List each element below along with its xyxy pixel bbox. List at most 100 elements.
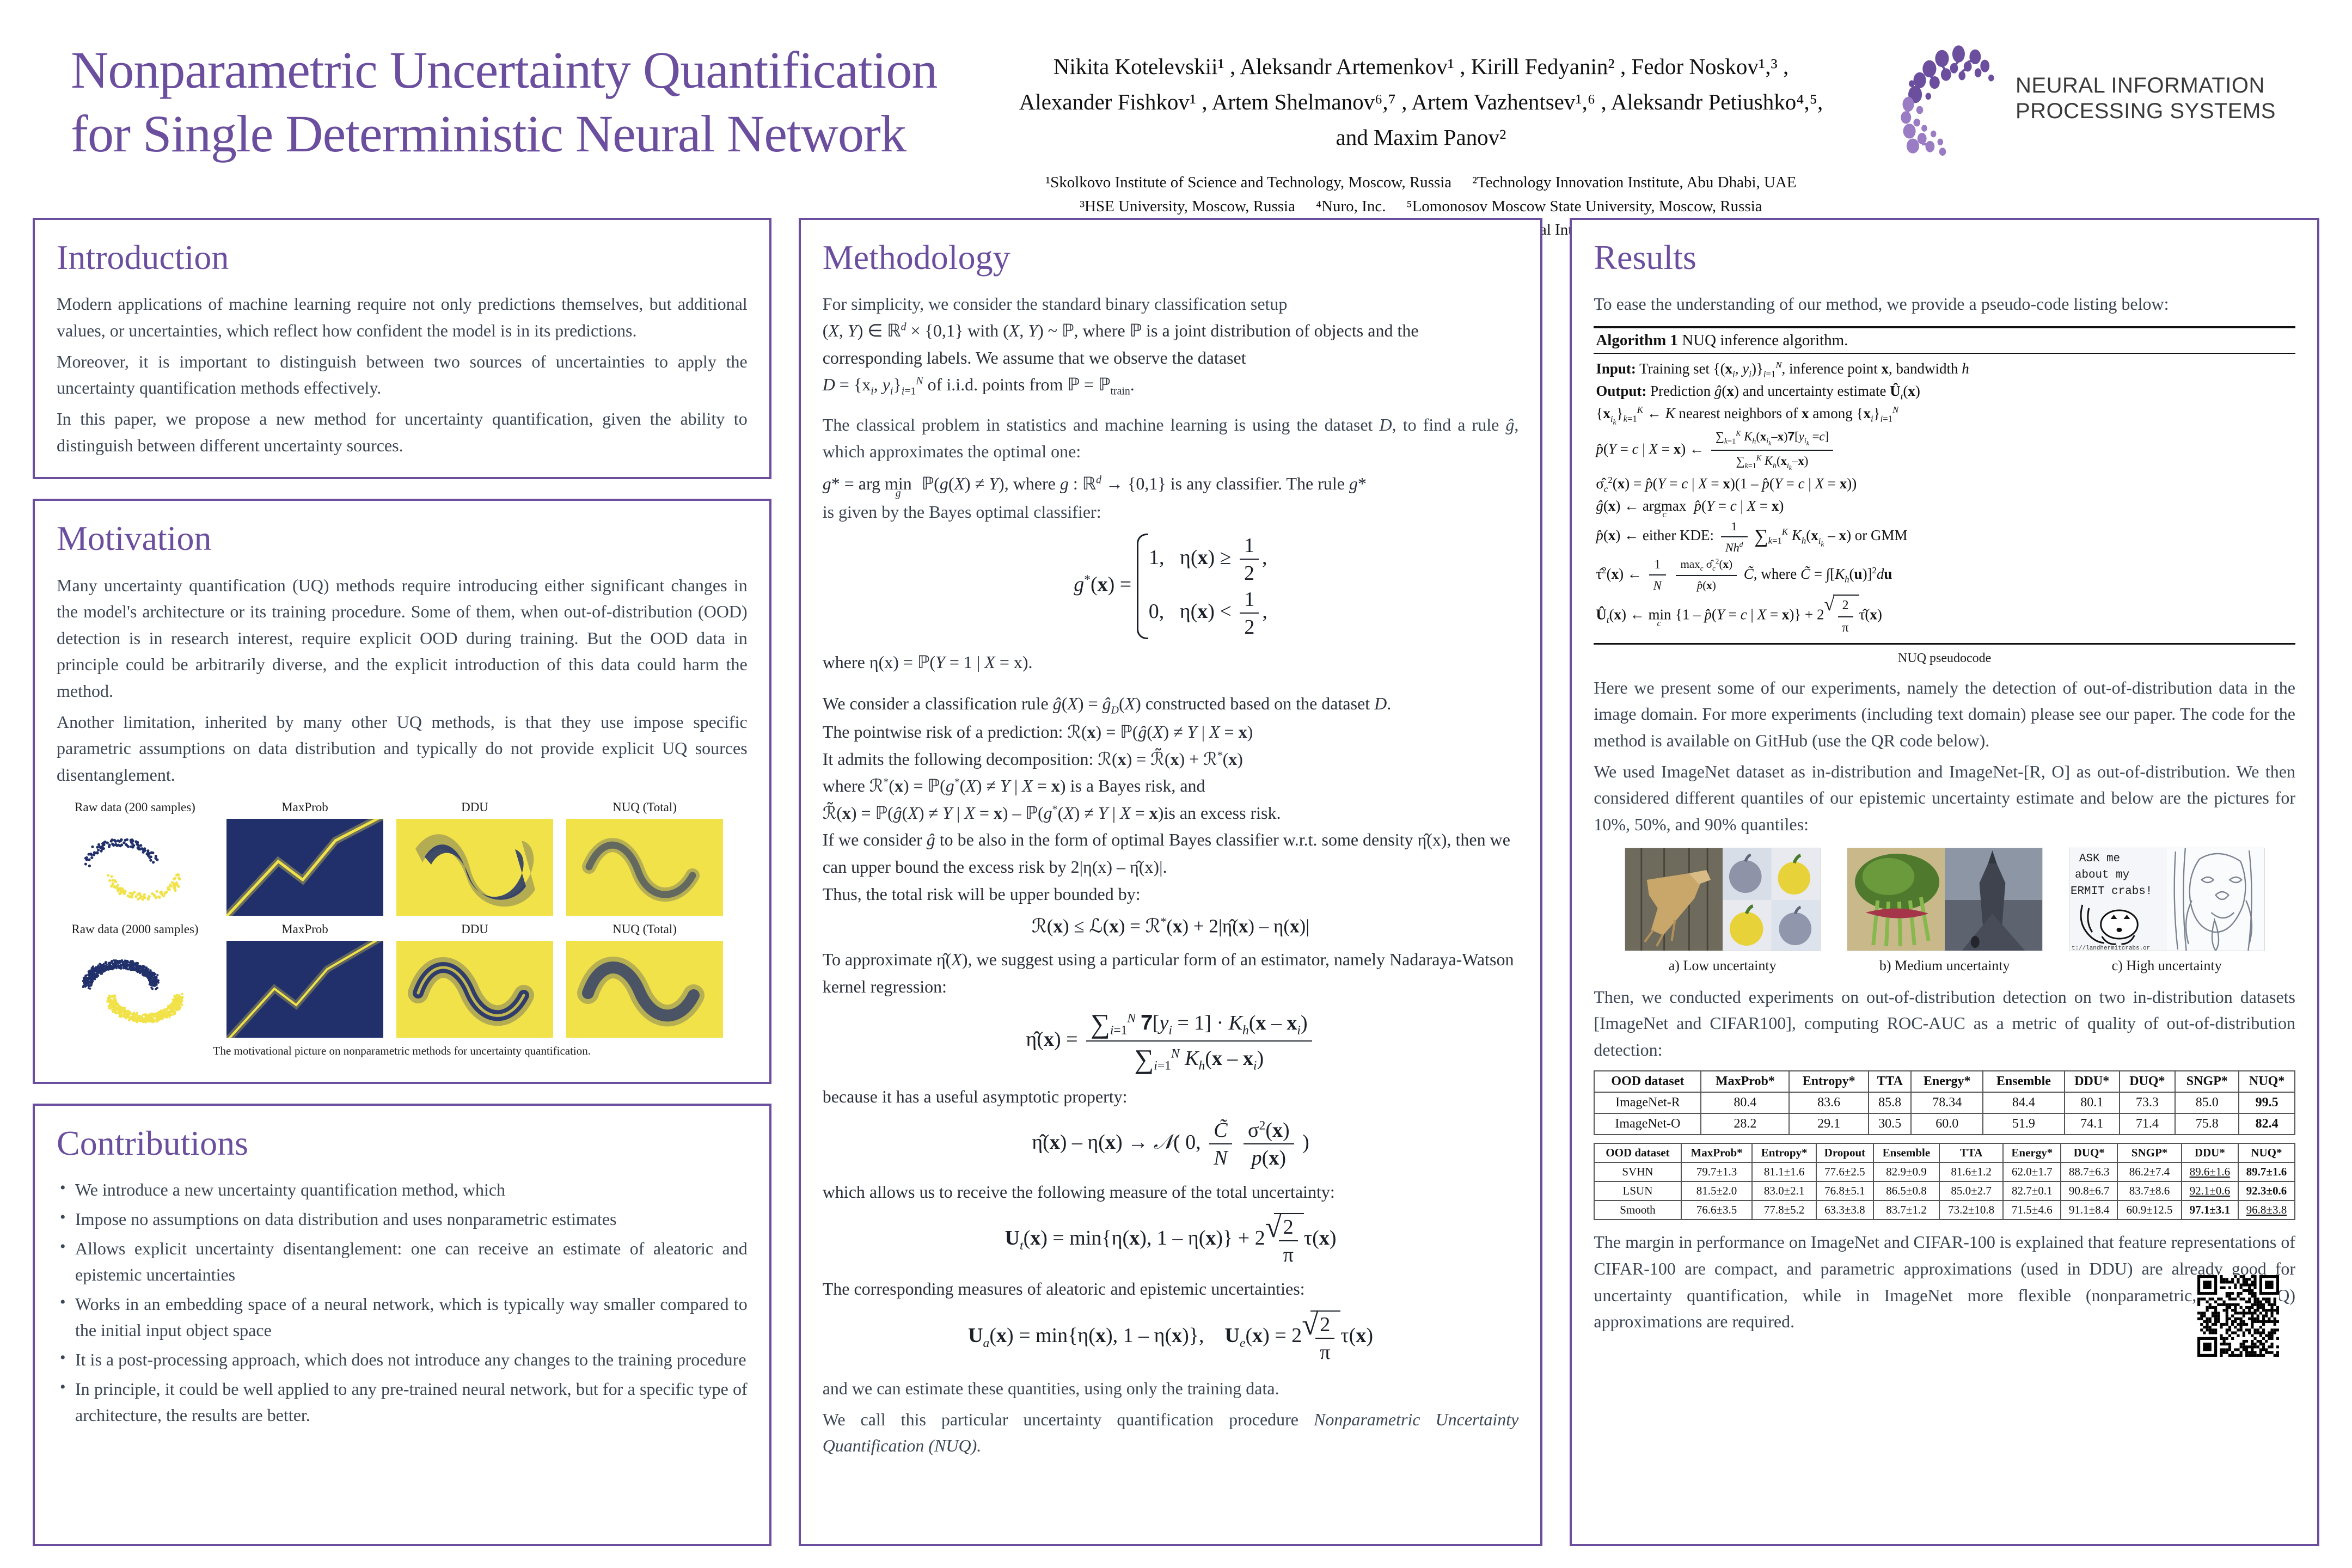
algorithm-step-uncertainty: Ût(x) ← minc{1 – p̂(Y = c | X = x)} + 22…: [1596, 591, 2293, 637]
table-row: SVHN 79.7±1.3 81.1±1.6 77.6±2.5 82.9±0.9 81.6…: [1594, 1162, 2296, 1183]
figure-cell-raw-2000: Raw data (2000 samples): [57, 922, 213, 1038]
affiliation-2: ²Technology Innovation Institute, Abu Dh…: [1472, 174, 1797, 192]
motivation-figure-grid: Raw data (200 samples) MaxProb: [57, 800, 748, 1058]
list-item: In principle, it could be well applied t…: [57, 1375, 748, 1428]
results-paragraph-4: Then, we conducted experiments on out-of…: [1594, 987, 2295, 1059]
table-cell: 92.3±0.6: [2237, 1181, 2296, 1202]
algorithm-step-phat: p̂(Y = c | X = x) ← ∑k=1K Kh(xik–x)𝟕[yik…: [1596, 428, 2293, 473]
authors-block: Nikita Kotelevskii¹ , Aleksandr Artemenk…: [958, 0, 1884, 242]
table-cell: 89.7±1.6: [2237, 1162, 2296, 1183]
motivation-paragraph-2: Another limitation, inherited by many ot…: [57, 712, 748, 785]
methodology-p1d: is a joint distribution of objects and t…: [822, 321, 1419, 367]
table-header-cell: SNGP*: [2175, 1070, 2240, 1093]
table-cell: 80.4: [1700, 1092, 1790, 1114]
figure-image-ddu-200: [396, 818, 553, 916]
methodology-p13a: To approximate: [822, 949, 936, 969]
methodology-aleatoric-epistemic-text: The corresponding measures of aleatoric …: [822, 1279, 1305, 1299]
figure-cell-ddu-200: DDU: [396, 800, 553, 916]
uncertainty-caption-low: a) Low uncertainty: [1668, 957, 1777, 973]
uncertainty-examples-row: a) Low uncertainty: [1594, 847, 2295, 974]
figure-caption-ddu-2000: DDU: [461, 922, 488, 936]
table-cell: 79.7±1.3: [1680, 1162, 1753, 1183]
figure-cell-maxprob-2000: MaxProb: [226, 922, 383, 1038]
uncertainty-image-high: ASK me about my ERMIT crabs!: [2068, 847, 2265, 951]
table-cell: Smooth: [1594, 1200, 1682, 1221]
methodology-decomposition-math: It admits the following decomposition: ℛ…: [822, 749, 1243, 769]
methodology-paragraph-2: The classical problem in statistics and …: [822, 415, 1519, 461]
uncertainty-example-medium: b) Medium uncertainty: [1846, 847, 2043, 974]
list-item: We introduce a new uncertainty quantific…: [57, 1175, 748, 1203]
figure-cell-nuq-200: NUQ (Total): [566, 800, 723, 916]
table-header-cell: SNGP*: [2117, 1143, 2182, 1163]
table-header-cell: Ensemble: [1873, 1143, 1940, 1163]
methodology-p11a: If we consider: [822, 830, 927, 850]
column-right: Results To ease the understanding of our…: [1570, 218, 2319, 1546]
methodology-p1c: , where: [1074, 321, 1130, 341]
table-cell: 60.0: [1910, 1113, 1984, 1136]
table-header-cell: OOD dataset: [1594, 1143, 1682, 1163]
list-item: Impose no assumptions on data distributi…: [57, 1205, 748, 1232]
contributions-list: We introduce a new uncertainty quantific…: [57, 1175, 748, 1428]
methodology-upper-bound-text: If we consider ĝ to be also in the form …: [822, 830, 1510, 877]
affiliation-4: ⁴Nuro, Inc.: [1315, 197, 1386, 215]
methodology-pointwise-risk-math: The pointwise risk of a prediction: ℛ(x)…: [822, 722, 1253, 742]
results-title: Results: [1594, 238, 1696, 277]
table-header-cell: Entropy*: [1751, 1143, 1817, 1163]
methodology-p18b: Nonparametric Uncertainty Quantification…: [822, 1409, 1519, 1456]
table-row: ImageNet-O 28.2 29.1 30.5 60.0 51.9 74.1 71.4 75…: [1594, 1113, 2295, 1136]
list-item: Works in an embedding space of a neural …: [57, 1290, 748, 1343]
table-cell: 29.1: [1788, 1113, 1869, 1136]
table-header-cell: TTA: [1938, 1143, 2004, 1163]
methodology-excess-risk-math: ℛ̃(x) = ℙ(ĝ(X) ≠ Y | X = x) – ℙ(g*(X) ≠ …: [822, 803, 1281, 823]
table-header-cell: OOD dataset: [1594, 1070, 1702, 1093]
uncertainty-caption-medium: b) Medium uncertainty: [1879, 957, 2010, 973]
uncertainty-example-low: a) Low uncertainty: [1624, 847, 1821, 974]
methodology-asymptotic-math: η̂(x) – η(x) → 𝒩( 0, C̃ N σ2(x) p(x) ): [1032, 1118, 1309, 1169]
methodology-p6a: We consider a classification rule: [822, 693, 1053, 713]
algorithm-input-line: Input: Training set {(xi, yi)}i=1N, infe…: [1596, 360, 1969, 379]
algorithm-output-label: Output:: [1596, 383, 1647, 400]
table-cell: 97.1±3.1: [2180, 1200, 2239, 1221]
algorithm-step-ghat: ĝ(x) ← argmaxc p̂(Y = c | X = x): [1596, 497, 1784, 520]
figure-image-ddu-2000: [396, 940, 553, 1038]
methodology-p9b: is a Bayes risk, and: [1065, 776, 1205, 796]
qr-code-icon[interactable]: [2197, 1275, 2279, 1357]
table-cell: ImageNet-O: [1594, 1113, 1702, 1136]
author-line-1: Nikita Kotelevskii¹ , Aleksandr Artemenk…: [1053, 54, 1789, 79]
column-left: Introduction Modern applications of mach…: [33, 218, 771, 1546]
svg-text:ASK me: ASK me: [2079, 853, 2120, 865]
table-header-cell: Energy*: [1910, 1070, 1984, 1093]
table-cell: 86.2±7.4: [2117, 1162, 2182, 1183]
affiliation-1: ¹Skolkovo Institute of Science and Techn…: [1045, 174, 1452, 192]
affiliation-5: ⁵Lomonosov Moscow State University, Mosc…: [1406, 197, 1762, 215]
methodology-p1b: with: [963, 321, 1003, 341]
table-cell: 81.1±1.6: [1751, 1162, 1817, 1183]
table-header-cell: Entropy*: [1788, 1070, 1869, 1093]
results-paragraph-1: To ease the understanding of our method,…: [1594, 294, 2169, 314]
table-header-cell: DDU*: [2180, 1143, 2239, 1163]
methodology-asymptotic-text: because it has a useful asymptotic prope…: [822, 1087, 1128, 1107]
table-header-cell: MaxProb*: [1680, 1143, 1753, 1163]
methodology-p6b: constructed based on the dataset: [1141, 693, 1375, 713]
list-item: It is a post-processing approach, which …: [57, 1345, 748, 1373]
table-cell: 78.34: [1910, 1092, 1984, 1114]
table-cell: 85.0: [2175, 1092, 2240, 1114]
motivation-figure-row-1: Raw data (200 samples) MaxProb: [57, 800, 748, 916]
table-cell: 77.8±5.2: [1751, 1200, 1817, 1221]
methodology-estimate-text: and we can estimate these quantities, us…: [822, 1378, 1279, 1398]
table-cell: 30.5: [1867, 1113, 1912, 1136]
section-motivation: Motivation Many uncertainty quantificati…: [33, 499, 771, 1084]
algorithm-body: Input: Training set {(xi, yi)}i=1N, infe…: [1594, 354, 2295, 643]
poster-columns: Introduction Modern applications of mach…: [0, 218, 2352, 1568]
table-cell: 73.3: [2118, 1092, 2176, 1114]
table-cell: 84.4: [1982, 1092, 2065, 1114]
table-cell: 63.3±3.8: [1815, 1200, 1875, 1221]
methodology-p1a: For simplicity, we consider the standard…: [822, 294, 1288, 314]
uncertainty-image-low: [1624, 847, 1821, 951]
methodology-p10b: is an excess risk.: [1163, 803, 1281, 823]
methodology-p8: It admits the following decomposition:: [822, 749, 1094, 769]
figure-image-nuq-200: [566, 818, 723, 916]
algorithm-label: Algorithm 1: [1596, 332, 1678, 350]
affiliation-3: ³HSE University, Moscow, Russia: [1080, 197, 1295, 215]
